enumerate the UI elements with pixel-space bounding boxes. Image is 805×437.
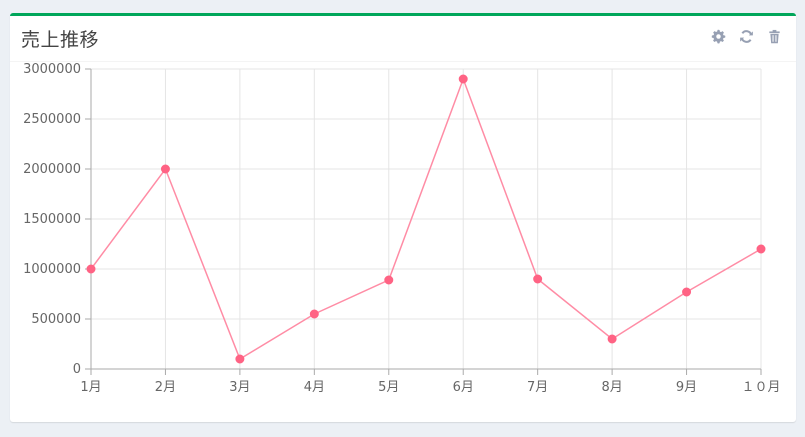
y-tick-label: 2500000	[23, 112, 81, 127]
refresh-icon[interactable]	[739, 29, 754, 44]
x-tick-label: 9月	[676, 380, 697, 395]
x-tick-label: 2月	[155, 380, 176, 395]
data-point	[384, 275, 394, 285]
y-tick-label: 500000	[31, 312, 81, 327]
card-header: 売上推移	[10, 16, 796, 62]
x-tick-label: １０月	[741, 380, 780, 395]
x-tick-label: 1月	[80, 380, 101, 395]
y-tick-label: 2000000	[23, 162, 81, 177]
x-tick-label: 7月	[527, 380, 548, 395]
data-point	[309, 309, 319, 319]
x-tick-label: 5月	[378, 380, 399, 395]
data-point	[235, 354, 245, 364]
x-tick-label: 8月	[601, 380, 622, 395]
x-tick-label: 3月	[229, 380, 250, 395]
y-tick-label: 1500000	[23, 212, 81, 227]
data-point	[160, 164, 170, 174]
data-point	[607, 334, 617, 344]
data-point	[756, 244, 766, 254]
x-tick-label: 6月	[453, 380, 474, 395]
card-title: 売上推移	[21, 29, 100, 51]
card-tools	[711, 29, 782, 44]
x-tick-label: 4月	[304, 380, 325, 395]
data-point	[86, 264, 96, 274]
y-tick-label: 1000000	[23, 262, 81, 277]
series-line	[90, 76, 762, 361]
y-tick-label: 3000000	[23, 62, 81, 77]
sales-trend-card: 売上推移	[10, 13, 796, 422]
gear-icon[interactable]	[711, 29, 726, 44]
y-tick-label: 0	[73, 362, 81, 377]
data-point	[458, 74, 468, 84]
data-point	[682, 287, 692, 297]
sales-line-chart: 0 500000 1000000 1500000 2000000 2500000 30000…	[23, 62, 780, 395]
data-point	[533, 274, 543, 284]
trash-icon[interactable]	[767, 29, 782, 44]
